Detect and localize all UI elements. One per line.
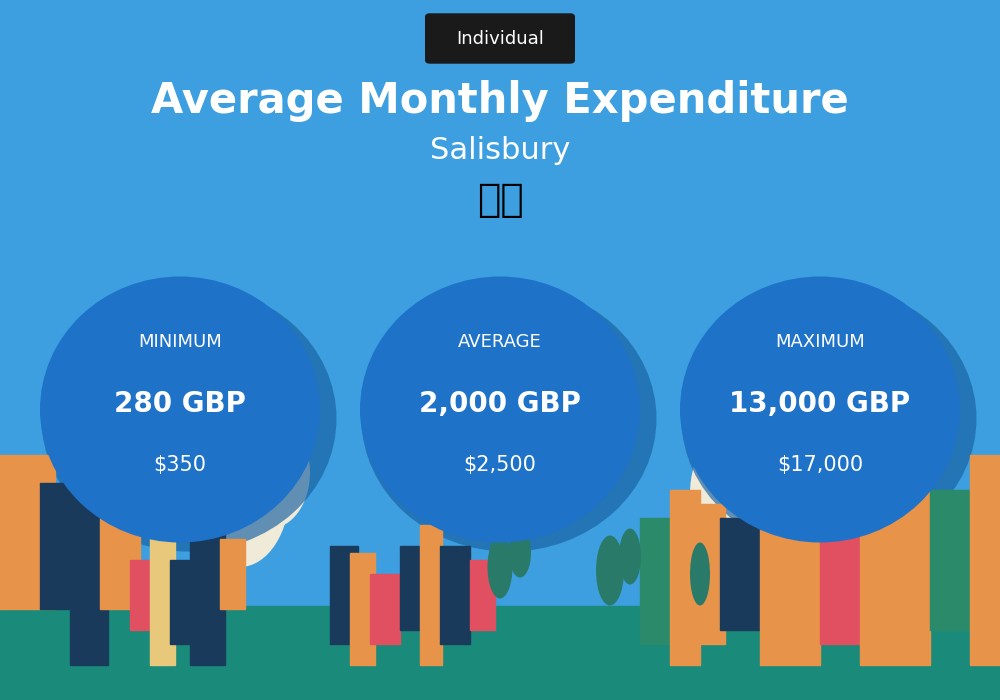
FancyBboxPatch shape: [425, 13, 575, 64]
Bar: [640, 518, 670, 644]
Text: AVERAGE: AVERAGE: [458, 332, 542, 351]
Bar: [440, 546, 470, 644]
Bar: [700, 504, 725, 644]
Text: 🇬🇧: 🇬🇧: [477, 181, 523, 218]
Bar: [350, 553, 375, 665]
Text: $350: $350: [154, 456, 207, 475]
Ellipse shape: [360, 276, 640, 542]
Ellipse shape: [41, 286, 336, 552]
Bar: [220, 539, 245, 609]
Text: $17,000: $17,000: [777, 456, 863, 475]
Ellipse shape: [509, 528, 531, 578]
Ellipse shape: [690, 424, 790, 564]
Ellipse shape: [596, 536, 624, 606]
Bar: [820, 490, 860, 644]
Ellipse shape: [190, 413, 290, 567]
Text: MINIMUM: MINIMUM: [138, 332, 222, 351]
Bar: [0, 606, 1000, 700]
Bar: [370, 574, 400, 644]
Text: Salisbury: Salisbury: [430, 136, 570, 165]
Ellipse shape: [730, 427, 810, 532]
Bar: [190, 497, 225, 665]
Bar: [150, 525, 175, 665]
Ellipse shape: [619, 528, 641, 584]
Bar: [400, 546, 425, 630]
Bar: [170, 560, 200, 644]
Ellipse shape: [362, 286, 656, 552]
Bar: [720, 518, 760, 630]
Text: Individual: Individual: [456, 29, 544, 48]
Bar: [330, 546, 358, 644]
Bar: [760, 469, 820, 665]
Ellipse shape: [230, 416, 310, 528]
Bar: [130, 560, 160, 630]
Text: Average Monthly Expenditure: Average Monthly Expenditure: [151, 80, 849, 122]
Ellipse shape: [682, 286, 976, 552]
Bar: [930, 490, 970, 630]
Text: 13,000 GBP: 13,000 GBP: [729, 390, 911, 418]
Text: MAXIMUM: MAXIMUM: [775, 332, 865, 351]
Bar: [40, 483, 85, 609]
Bar: [420, 525, 442, 665]
Bar: [100, 511, 140, 609]
Ellipse shape: [680, 276, 960, 542]
Ellipse shape: [488, 536, 512, 598]
Ellipse shape: [690, 542, 710, 606]
Bar: [70, 455, 108, 665]
Text: 2,000 GBP: 2,000 GBP: [419, 390, 581, 418]
Bar: [670, 490, 700, 665]
Text: $2,500: $2,500: [464, 456, 536, 475]
Ellipse shape: [40, 276, 320, 542]
Text: 280 GBP: 280 GBP: [114, 390, 246, 418]
Bar: [970, 455, 1000, 665]
Bar: [470, 560, 495, 630]
Bar: [0, 455, 55, 609]
Bar: [860, 483, 930, 665]
